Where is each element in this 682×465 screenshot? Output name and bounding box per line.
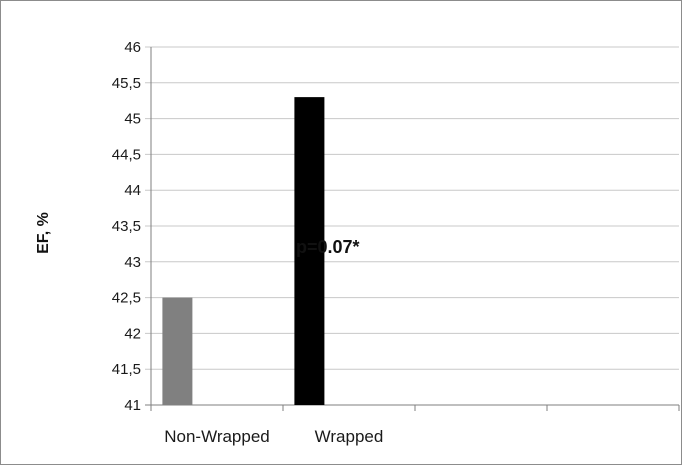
y-tick-label: 44,5 bbox=[112, 146, 141, 163]
y-tick-label: 43 bbox=[124, 254, 141, 271]
y-tick-label: 44 bbox=[124, 182, 141, 199]
y-tick-label: 45,5 bbox=[112, 75, 141, 92]
x-category-labels: Non-Wrapped Wrapped bbox=[164, 427, 383, 446]
y-tick-labels: 41 41,5 42 42,5 43 43,5 44 44,5 45 45,5 46 bbox=[112, 39, 141, 414]
y-axis-label: EF, % bbox=[35, 212, 52, 254]
y-tick-label: 41,5 bbox=[112, 361, 141, 378]
y-tick-label: 42,5 bbox=[112, 290, 141, 307]
bar-wrapped bbox=[294, 97, 325, 406]
bar-non-wrapped bbox=[162, 297, 193, 405]
p-value-annotation: p=0.07* bbox=[296, 237, 360, 257]
y-tick-label: 43,5 bbox=[112, 218, 141, 235]
y-tick-label: 45 bbox=[124, 111, 141, 128]
bars bbox=[162, 97, 325, 406]
x-axis bbox=[150, 405, 680, 411]
y-tick-label: 46 bbox=[124, 39, 141, 56]
gridlines bbox=[145, 46, 679, 406]
x-category-label: Non-Wrapped bbox=[164, 427, 270, 446]
y-tick-label: 42 bbox=[124, 325, 141, 342]
x-category-label: Wrapped bbox=[315, 427, 384, 446]
y-tick-label: 41 bbox=[124, 397, 141, 414]
